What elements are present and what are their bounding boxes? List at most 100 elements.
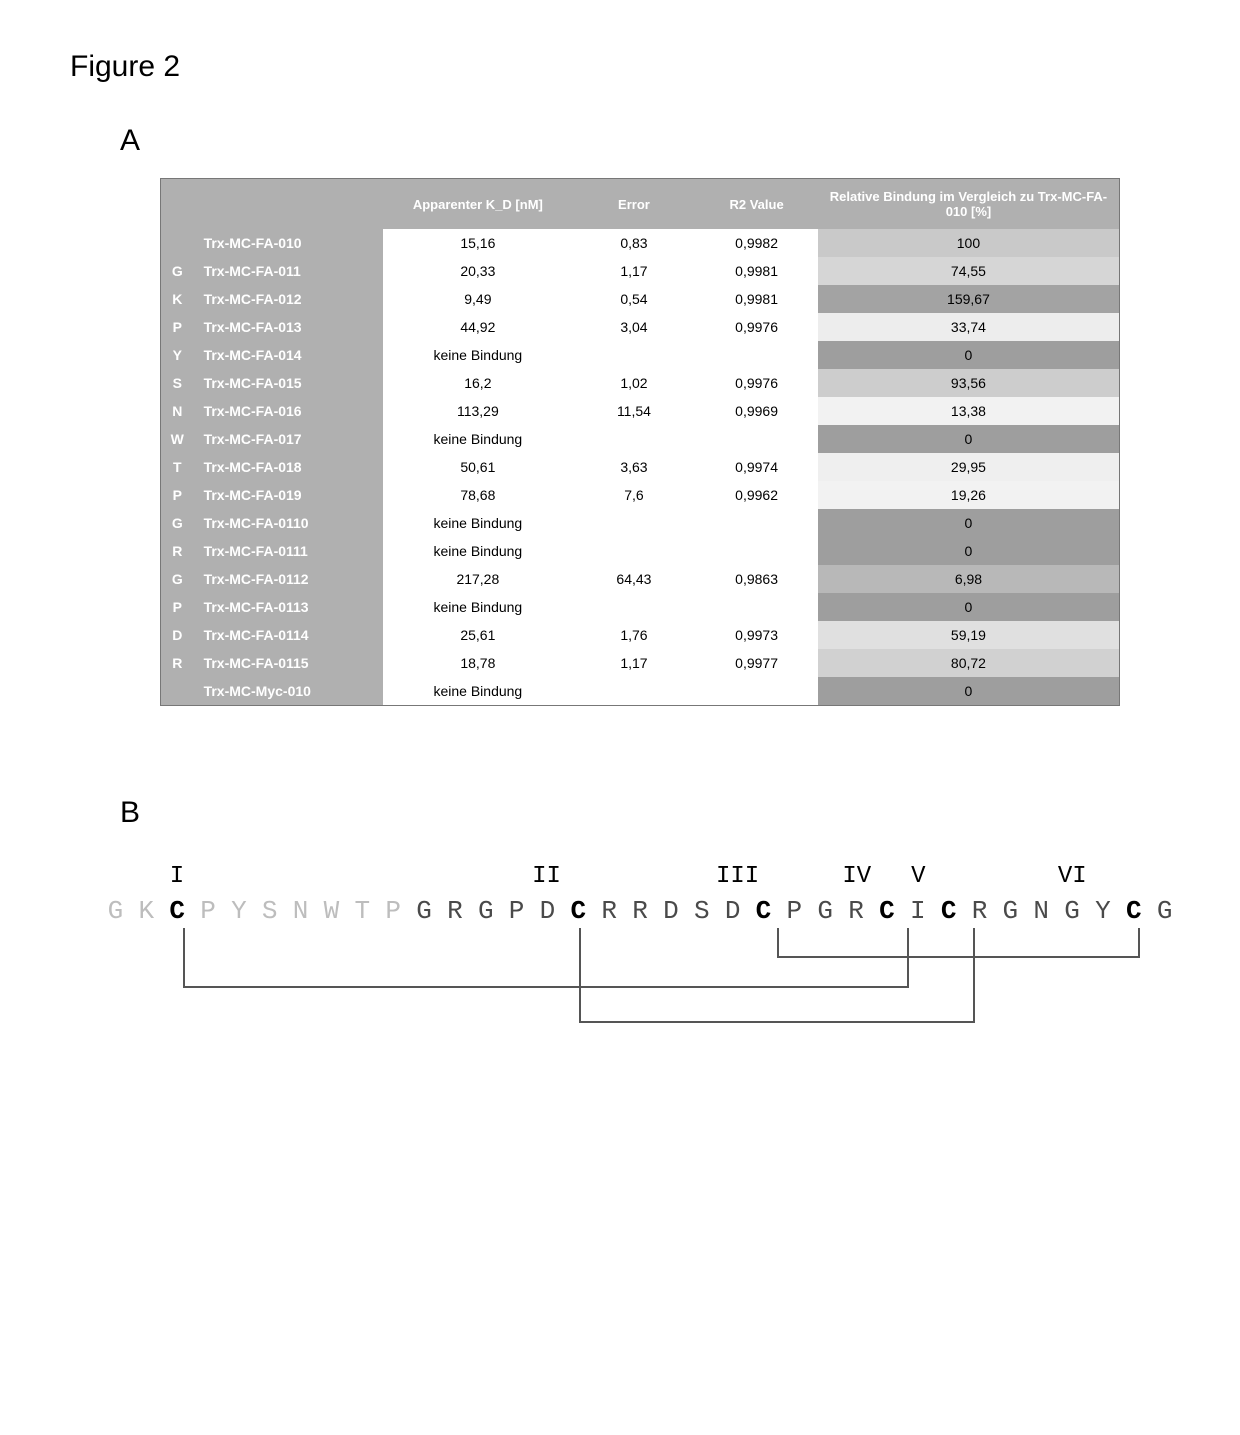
- residue: C: [162, 894, 193, 928]
- table-cell: P: [161, 481, 194, 509]
- roman-cell: [995, 860, 1026, 894]
- table-cell: [695, 677, 818, 705]
- roman-cell: [1149, 860, 1180, 894]
- table-cell: [695, 509, 818, 537]
- residue: G: [810, 894, 841, 928]
- table-cell: Trx-MC-FA-0114: [194, 621, 384, 649]
- residue: P: [378, 894, 409, 928]
- residue: I: [902, 894, 933, 928]
- roman-cell: [1119, 860, 1150, 894]
- table-cell: 0,9981: [695, 257, 818, 285]
- binding-table: Apparenter K_D [nM] Error R2 Value Relat…: [160, 178, 1120, 706]
- table-cell: Trx-MC-FA-010: [194, 229, 384, 257]
- table-cell: 159,67: [818, 285, 1119, 313]
- table-row: PTrx-MC-FA-0113keine Bindung0: [161, 593, 1119, 621]
- residue: C: [563, 894, 594, 928]
- header-kd: Apparenter K_D [nM]: [383, 179, 573, 229]
- table-cell: 1,02: [573, 369, 696, 397]
- table-cell: 7,6: [573, 481, 696, 509]
- roman-cell: [872, 860, 903, 894]
- roman-cell: V: [903, 860, 934, 894]
- roman-numeral-row: IIIIIIIVVVI: [100, 860, 1180, 894]
- residue: R: [594, 894, 625, 928]
- table-cell: 217,28: [383, 565, 573, 593]
- table-cell: 0,9981: [695, 285, 818, 313]
- table-cell: Trx-MC-FA-0112: [194, 565, 384, 593]
- table-cell: W: [161, 425, 194, 453]
- table-row: RTrx-MC-FA-0111keine Bindung0: [161, 537, 1119, 565]
- table-cell: 0: [818, 341, 1119, 369]
- table-row: NTrx-MC-FA-016113,2911,540,996913,38: [161, 397, 1119, 425]
- residue: G: [1149, 894, 1180, 928]
- table-cell: [695, 425, 818, 453]
- roman-cell: [811, 860, 842, 894]
- table-cell: 6,98: [818, 565, 1119, 593]
- table-cell: Trx-MC-FA-017: [194, 425, 384, 453]
- roman-cell: [439, 860, 470, 894]
- roman-cell: [749, 860, 780, 894]
- table-cell: Trx-MC-FA-014: [194, 341, 384, 369]
- table-cell: 100: [818, 229, 1119, 257]
- figure-title: Figure 2: [70, 50, 1170, 84]
- disulfide-bracket: [579, 928, 975, 1023]
- table-cell: 44,92: [383, 313, 573, 341]
- roman-cell: [685, 860, 716, 894]
- table-cell: 9,49: [383, 285, 573, 313]
- residue: P: [193, 894, 224, 928]
- roman-cell: IV: [841, 860, 872, 894]
- table-cell: 0: [818, 425, 1119, 453]
- table-row: PTrx-MC-FA-01344,923,040,997633,74: [161, 313, 1119, 341]
- table-cell: [695, 341, 818, 369]
- table-cell: Trx-MC-FA-016: [194, 397, 384, 425]
- table-cell: 0,9976: [695, 369, 818, 397]
- header-aa: [161, 179, 194, 229]
- table-cell: 0: [818, 593, 1119, 621]
- table-cell: 16,2: [383, 369, 573, 397]
- table-cell: keine Bindung: [383, 593, 573, 621]
- table-cell: Trx-MC-FA-0113: [194, 593, 384, 621]
- table-row: STrx-MC-FA-01516,21,020,997693,56: [161, 369, 1119, 397]
- roman-cell: [254, 860, 285, 894]
- residue: G: [995, 894, 1026, 928]
- table-cell: [695, 537, 818, 565]
- residue: C: [1118, 894, 1149, 928]
- table-cell: 33,74: [818, 313, 1119, 341]
- table-cell: 0,9974: [695, 453, 818, 481]
- table-row: RTrx-MC-FA-011518,781,170,997780,72: [161, 649, 1119, 677]
- residue: S: [254, 894, 285, 928]
- table-cell: R: [161, 537, 194, 565]
- table-row: Trx-MC-FA-01015,160,830,9982100: [161, 229, 1119, 257]
- table-cell: G: [161, 509, 194, 537]
- table-row: GTrx-MC-FA-0110keine Bindung0: [161, 509, 1119, 537]
- header-r2: R2 Value: [695, 179, 818, 229]
- roman-cell: [346, 860, 377, 894]
- roman-cell: [593, 860, 624, 894]
- table-cell: 11,54: [573, 397, 696, 425]
- table-cell: 1,17: [573, 257, 696, 285]
- table-cell: 29,95: [818, 453, 1119, 481]
- table-cell: Trx-MC-FA-0110: [194, 509, 384, 537]
- residue: C: [871, 894, 902, 928]
- residue: G: [1057, 894, 1088, 928]
- table-cell: 93,56: [818, 369, 1119, 397]
- table-cell: 0,9982: [695, 229, 818, 257]
- table-cell: Trx-MC-FA-013: [194, 313, 384, 341]
- panel-b-label: B: [120, 796, 1170, 830]
- residue: Y: [1088, 894, 1119, 928]
- table-cell: 0: [818, 677, 1119, 705]
- table-cell: 0,9969: [695, 397, 818, 425]
- residue: K: [131, 894, 162, 928]
- roman-cell: [1088, 860, 1119, 894]
- table-cell: Y: [161, 341, 194, 369]
- table-cell: 0,83: [573, 229, 696, 257]
- table-cell: [573, 341, 696, 369]
- roman-cell: [408, 860, 439, 894]
- table-cell: 15,16: [383, 229, 573, 257]
- table-header-row: Apparenter K_D [nM] Error R2 Value Relat…: [161, 179, 1119, 229]
- residue: G: [100, 894, 131, 928]
- table-cell: [573, 677, 696, 705]
- roman-cell: [624, 860, 655, 894]
- table-cell: 0,9973: [695, 621, 818, 649]
- roman-cell: [192, 860, 223, 894]
- table-cell: Trx-MC-FA-019: [194, 481, 384, 509]
